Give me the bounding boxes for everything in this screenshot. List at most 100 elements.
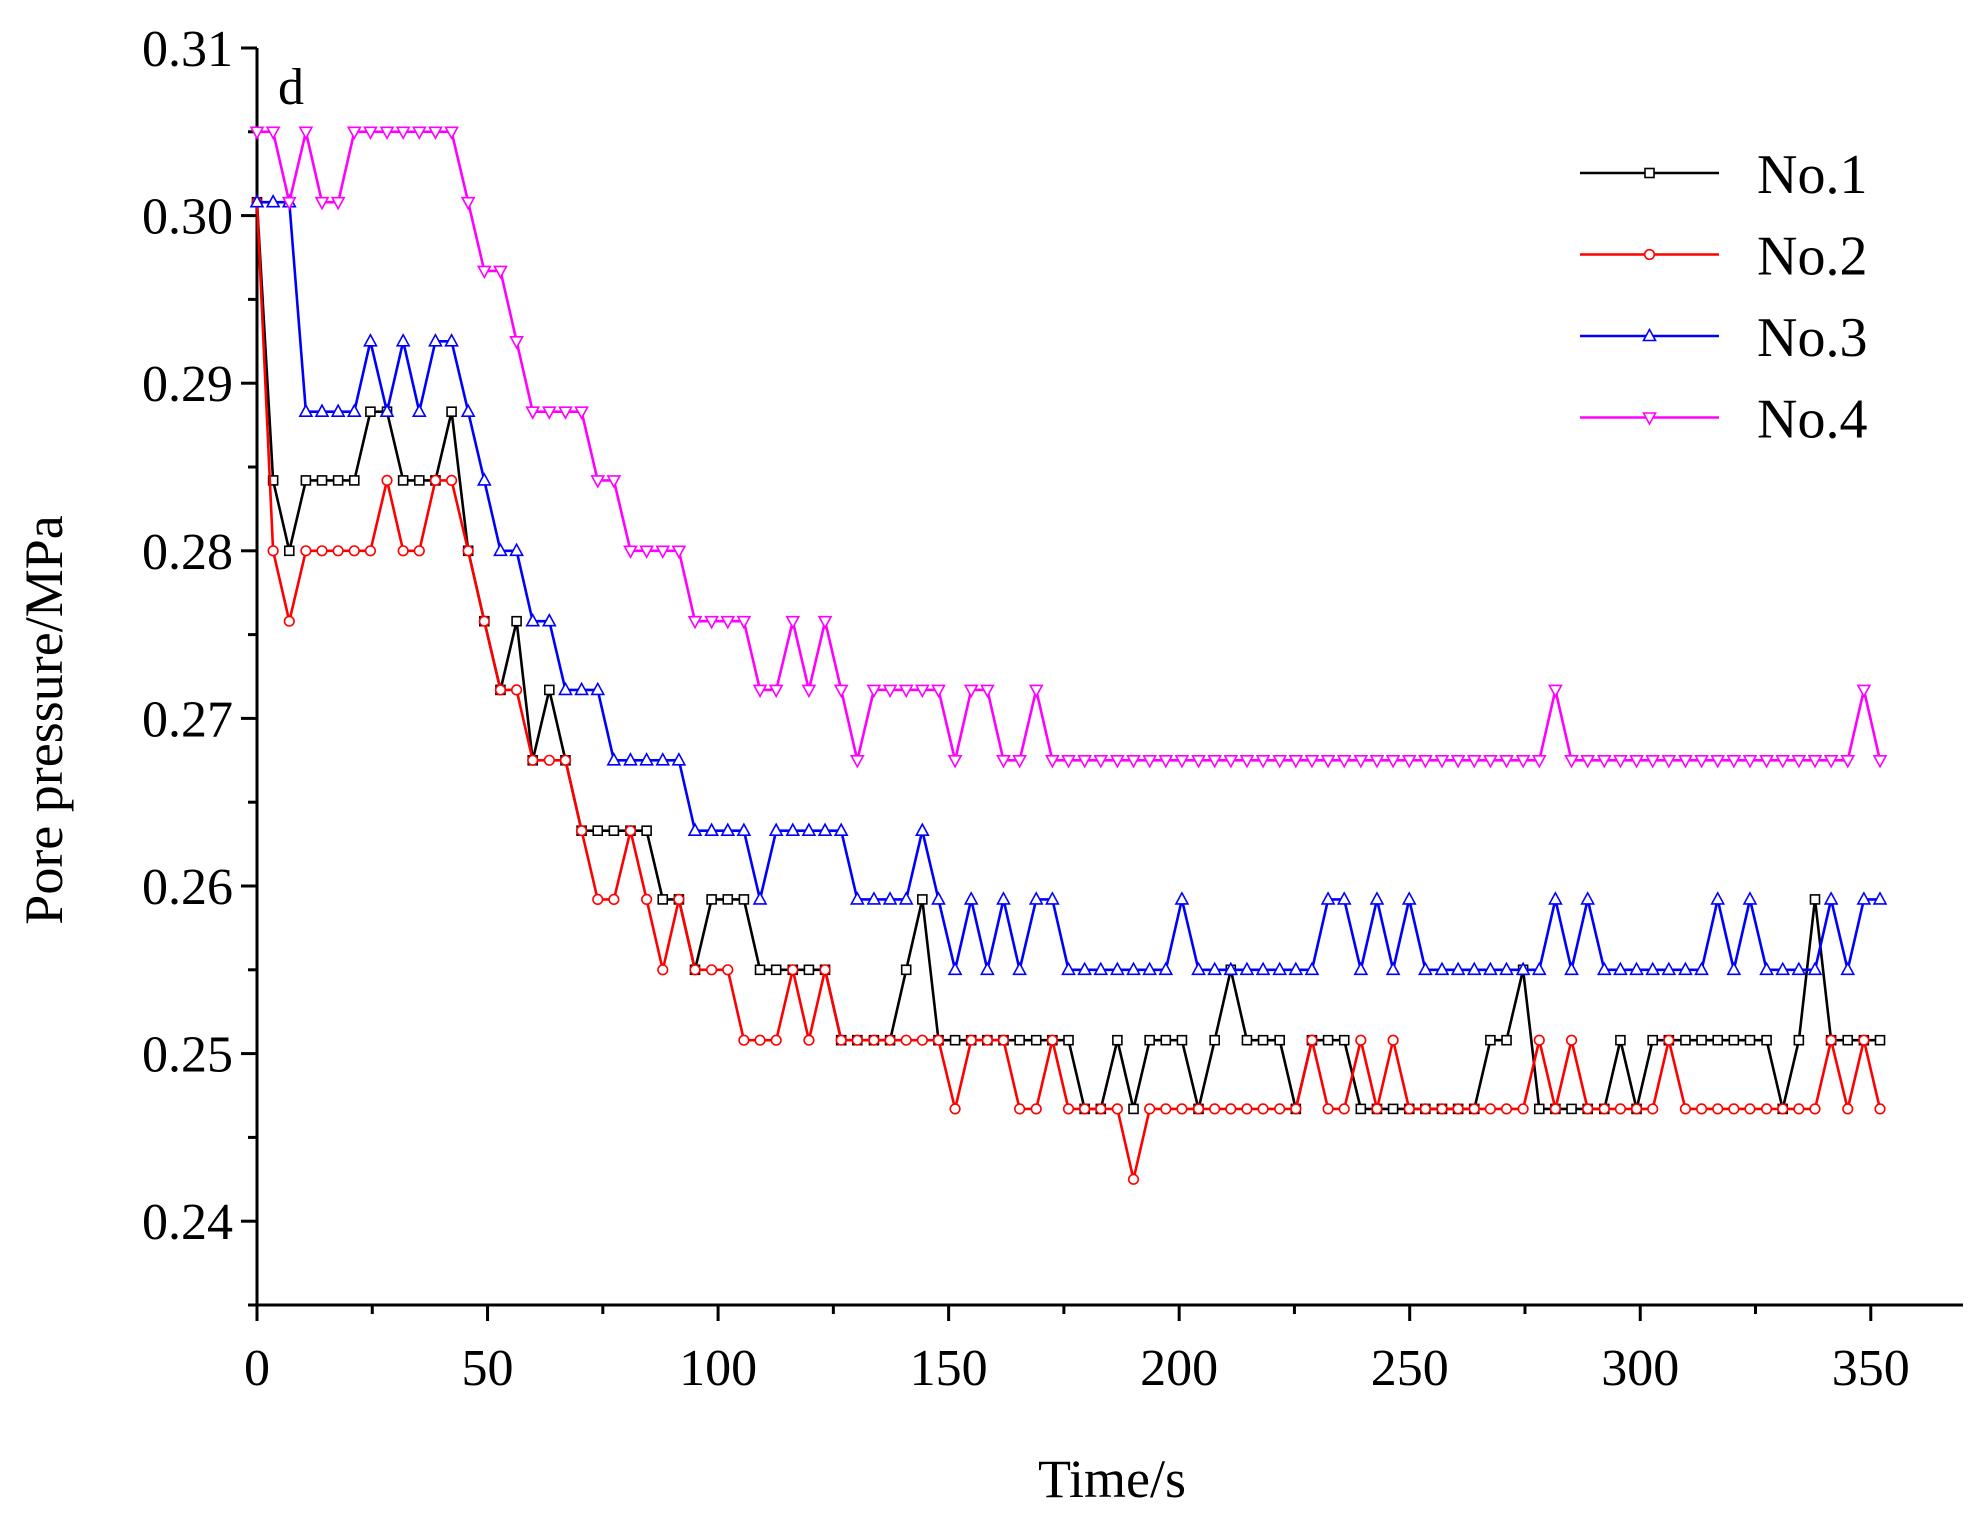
series-no4: [249, 126, 1888, 769]
data-point-no4: [395, 126, 411, 140]
data-point-no3: [1126, 961, 1141, 976]
data-point-no2: [559, 754, 572, 766]
data-point-no2: [1630, 1103, 1643, 1115]
data-point-no4: [1158, 754, 1174, 769]
legend-item-no4: No.4: [1580, 389, 1867, 451]
data-point-no2: [965, 1034, 977, 1046]
data-point-no1: [365, 406, 376, 417]
data-point-no4: [1856, 684, 1872, 699]
data-point-no1: [657, 894, 669, 905]
data-point-no4: [1174, 754, 1190, 769]
data-point-no3: [785, 822, 801, 836]
data-point-no3: [1483, 961, 1498, 976]
data-point-no2: [608, 893, 620, 906]
data-point-no3: [1596, 961, 1612, 976]
y-axis-title: Pore pressure/MPa: [14, 515, 74, 924]
data-point-no4: [1272, 754, 1288, 769]
data-point-no2: [1484, 1103, 1496, 1115]
data-point-no2: [1858, 1034, 1870, 1046]
data-point-no2: [332, 545, 344, 557]
data-point-no3: [509, 542, 524, 557]
data-point-no2: [1777, 1103, 1789, 1115]
data-point-no2: [283, 615, 295, 627]
data-point-no2: [1825, 1034, 1837, 1046]
data-point-no2: [1809, 1103, 1821, 1115]
data-point-no4: [655, 545, 671, 559]
data-point-no4: [1775, 754, 1791, 769]
x-tick-label: 100: [679, 1340, 757, 1397]
data-point-no1: [1014, 1034, 1025, 1046]
data-point-no3: [525, 613, 541, 627]
data-point-no2: [1111, 1103, 1123, 1115]
data-point-no3: [1726, 961, 1742, 976]
data-point-no2: [1274, 1103, 1286, 1115]
data-point-no2: [1760, 1103, 1773, 1115]
data-point-no2: [1614, 1103, 1627, 1115]
data-point-no1: [414, 475, 425, 486]
data-point-no4: [687, 615, 703, 630]
data-point-no4: [736, 615, 752, 630]
data-point-no3: [1288, 961, 1304, 976]
data-point-no4: [898, 684, 914, 699]
data-point-no4: [558, 406, 573, 420]
data-point-no1: [1387, 1103, 1399, 1115]
data-point-no2: [1241, 1103, 1253, 1115]
legend: No.1 No.2 No.3 No.4: [1580, 144, 1867, 451]
legend-label: No.1: [1757, 144, 1867, 206]
data-point-no4: [509, 335, 524, 350]
data-point-no4: [249, 126, 265, 140]
data-point-no1: [1030, 1034, 1042, 1046]
x-tick-label: 350: [1832, 1340, 1910, 1397]
data-point-no4: [947, 754, 963, 769]
data-point-no1: [608, 825, 620, 836]
data-point-no4: [1191, 754, 1206, 769]
data-point-no1: [1274, 1034, 1285, 1046]
data-point-no3: [1661, 961, 1677, 976]
data-point-no2: [1127, 1173, 1140, 1185]
data-point-no2: [1095, 1103, 1107, 1115]
data-point-no2: [1793, 1103, 1805, 1115]
data-point-no2: [1533, 1034, 1545, 1046]
data-point-no2: [316, 545, 328, 557]
data-point-no3: [1564, 961, 1579, 976]
data-point-no1: [1809, 894, 1821, 905]
data-point-no2: [543, 754, 555, 766]
data-point-no2: [1582, 1103, 1594, 1115]
data-point-no4: [1369, 754, 1385, 769]
data-point-no3: [963, 891, 979, 905]
data-point-no2: [624, 825, 637, 837]
data-point-no3: [460, 403, 476, 417]
data-point-no2: [738, 1034, 750, 1046]
data-point-no2: [916, 1034, 928, 1046]
data-point-no1: [1874, 1034, 1886, 1046]
data-point-no2: [722, 964, 734, 976]
data-point-no2: [819, 964, 831, 976]
data-point-no3: [720, 822, 736, 836]
data-point-no1: [900, 964, 912, 976]
data-point-no4: [1564, 754, 1579, 769]
data-point-no3: [1580, 891, 1596, 905]
data-point-no4: [882, 684, 898, 699]
data-point-no3: [590, 681, 606, 696]
data-point-no1: [1355, 1103, 1367, 1115]
data-point-no4: [1515, 754, 1531, 769]
data-point-no4: [1093, 754, 1109, 769]
data-point-no2: [1290, 1103, 1302, 1115]
data-point-no2: [413, 545, 425, 557]
data-point-no2: [1403, 1103, 1415, 1115]
data-point-no1: [1485, 1034, 1496, 1046]
data-point-no3: [476, 472, 492, 486]
data-point-no2: [706, 964, 718, 976]
data-point-no4: [1531, 754, 1547, 769]
data-point-no4: [1401, 754, 1417, 769]
data-point-no3: [1645, 961, 1661, 976]
legend-item-no1: No.1: [1580, 144, 1867, 206]
data-point-no4: [1450, 754, 1466, 769]
data-point-no2: [1046, 1034, 1058, 1046]
data-point-no2: [267, 545, 279, 557]
plot-area: [249, 126, 1888, 1185]
data-point-no3: [1142, 961, 1158, 976]
data-point-no3: [428, 333, 443, 347]
data-point-no3: [1840, 961, 1856, 976]
